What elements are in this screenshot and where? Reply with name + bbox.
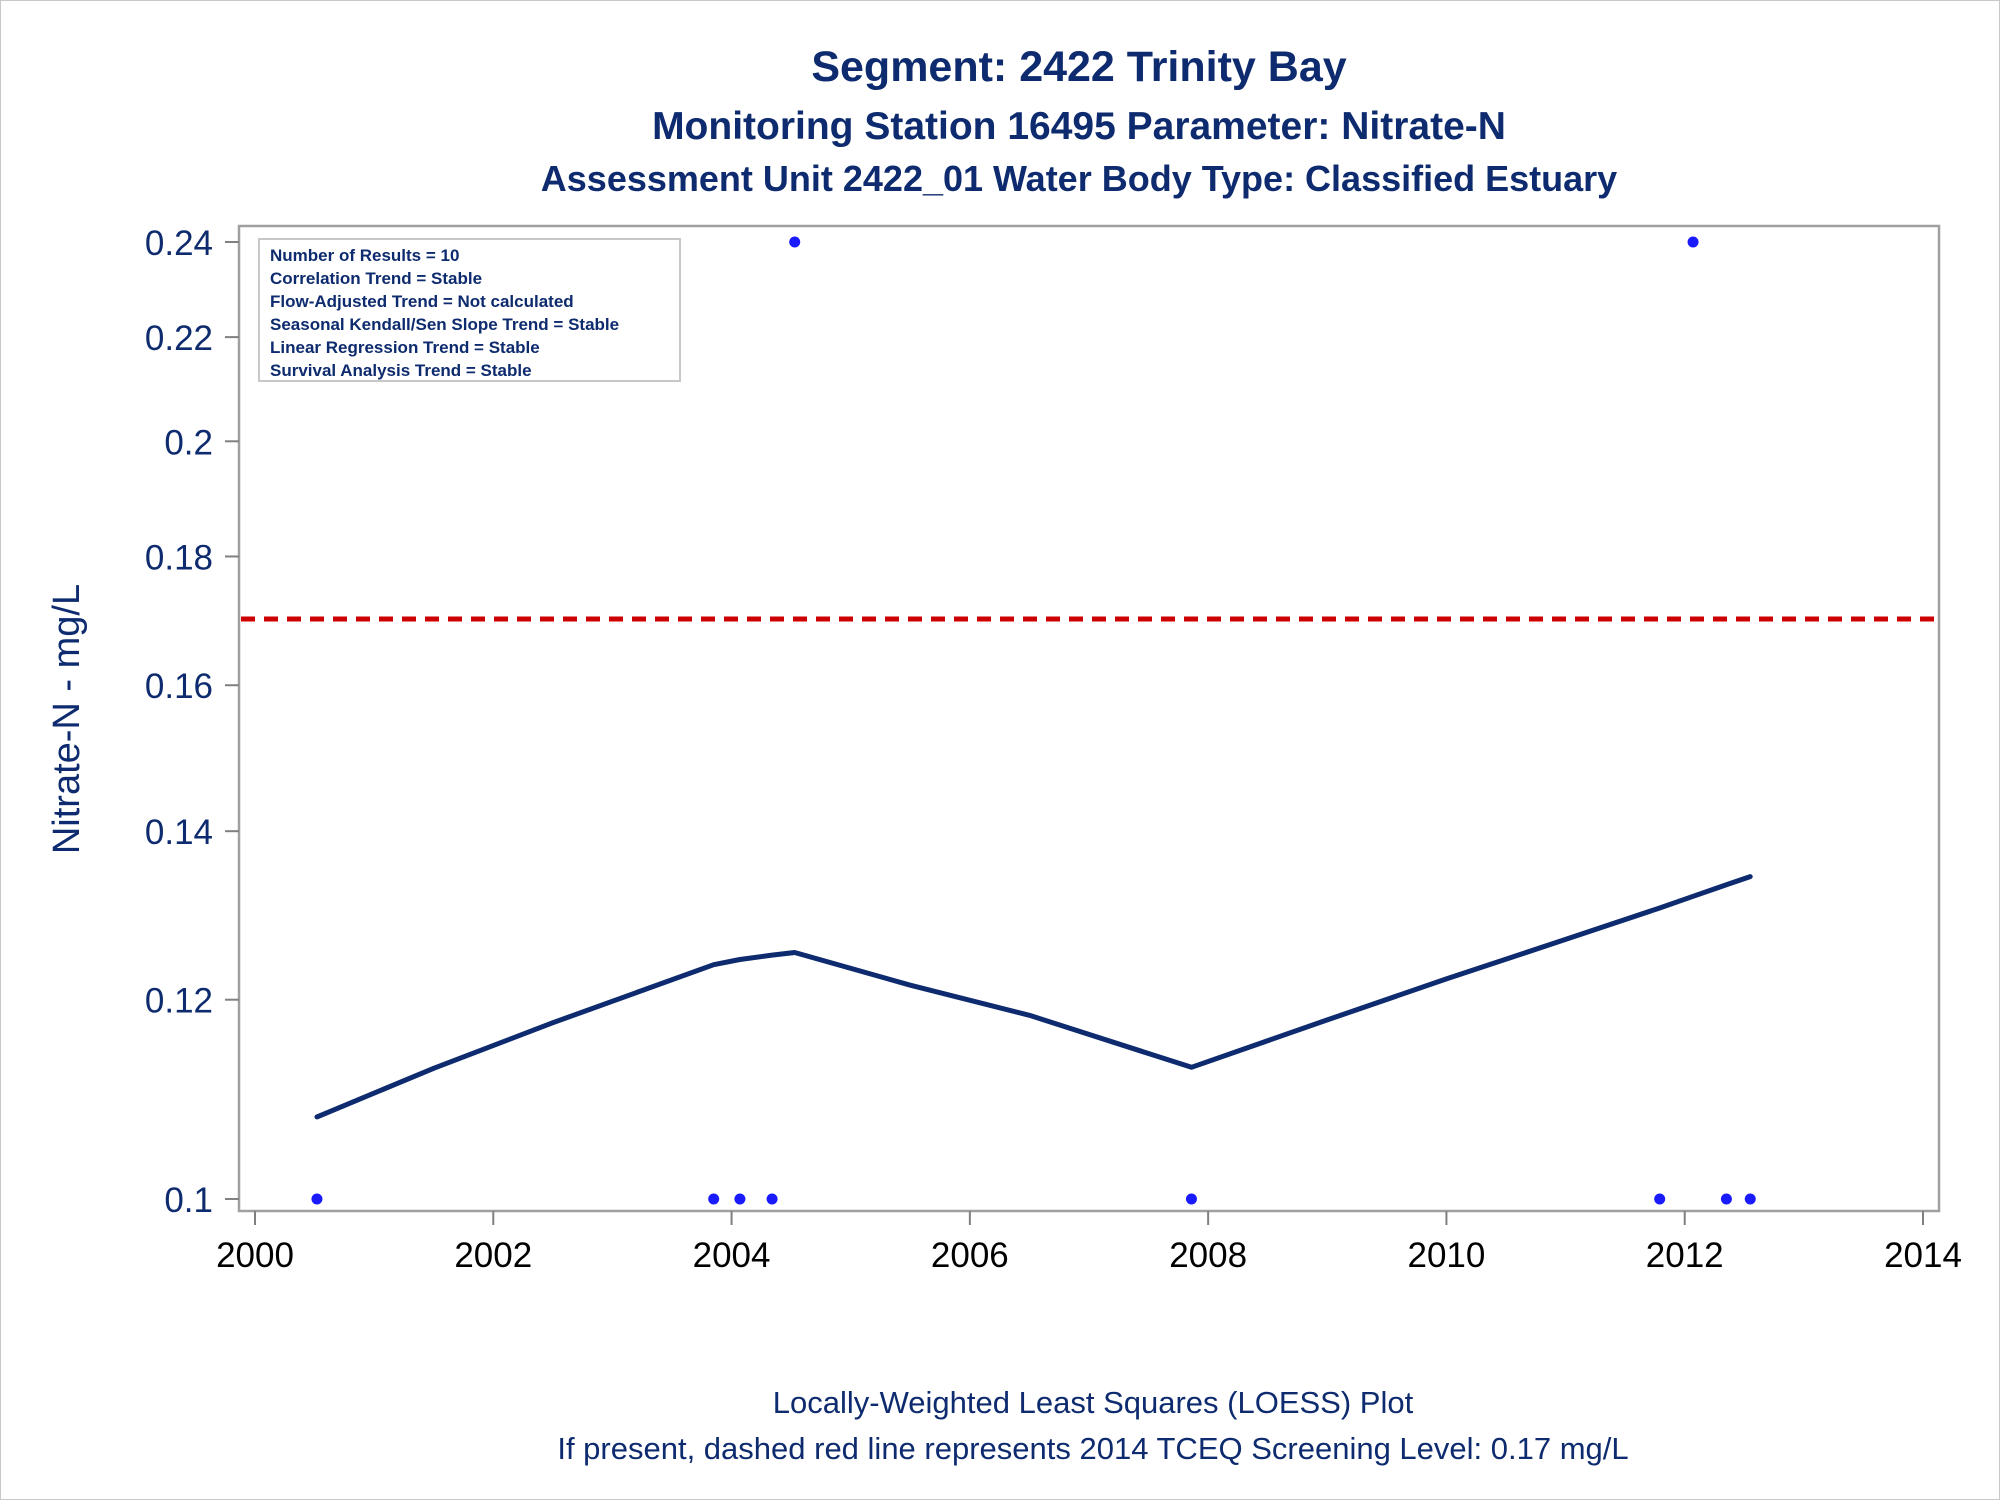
x-tick-label: 2014	[1884, 1236, 1962, 1275]
x-tick-label: 2008	[1169, 1236, 1247, 1275]
plot-area-frame	[237, 224, 1941, 1213]
data-point	[734, 1193, 746, 1205]
chart-subtitle-1: Monitoring Station 16495 Parameter: Nitr…	[652, 105, 1506, 148]
trend-summary-frame	[258, 238, 681, 382]
footnote-screening-level: If present, dashed red line represents 2…	[557, 1431, 1628, 1466]
x-tick-label: 2000	[216, 1236, 294, 1275]
loess-line	[314, 874, 1753, 1120]
data-point	[1744, 1193, 1756, 1205]
x-tick-label: 2002	[454, 1236, 532, 1275]
chart-title: Segment: 2422 Trinity Bay	[811, 43, 1346, 91]
x-tick-label: 2012	[1646, 1236, 1724, 1275]
trend-summary-box: Number of Results = 10 Correlation Trend…	[258, 238, 681, 382]
y-tick-label: 0.2	[164, 423, 213, 462]
trend-summary-line: Linear Regression Trend = Stable	[270, 338, 540, 357]
data-point	[766, 1193, 778, 1205]
y-tick-label: 0.22	[145, 319, 213, 358]
y-axis: 0.1 0.12 0.14 0.16 0.18 0.2 0.22 0.24	[145, 224, 239, 1220]
trend-summary-line: Flow-Adjusted Trend = Not calculated	[270, 292, 574, 311]
data-point	[1654, 1193, 1666, 1205]
trend-summary-line: Survival Analysis Trend = Stable	[270, 361, 532, 380]
x-tick-label: 2006	[931, 1236, 1009, 1275]
y-tick-label: 0.14	[145, 813, 213, 852]
data-point	[789, 236, 801, 248]
data-point	[1185, 1193, 1197, 1205]
x-axis: 2000 2002 2004 2006 2008 2010 2012 2014	[216, 1211, 1962, 1275]
data-points	[311, 236, 1756, 1205]
chart-subtitle-2: Assessment Unit 2422_01 Water Body Type:…	[541, 158, 1617, 199]
trend-summary-line: Correlation Trend = Stable	[270, 269, 482, 288]
x-tick-label: 2004	[693, 1236, 771, 1275]
trend-summary-line: Number of Results = 10	[270, 246, 459, 265]
y-tick-label: 0.24	[145, 224, 213, 263]
y-tick-label: 0.18	[145, 538, 213, 577]
y-tick-label: 0.16	[145, 667, 213, 706]
x-tick-label: 2010	[1407, 1236, 1485, 1275]
data-point	[311, 1193, 323, 1205]
data-point	[1687, 236, 1699, 248]
footnote-loess: Locally-Weighted Least Squares (LOESS) P…	[773, 1385, 1414, 1420]
y-tick-label: 0.12	[145, 982, 213, 1021]
data-point	[708, 1193, 720, 1205]
loess-curve	[314, 874, 1753, 1120]
y-tick-label: 0.1	[164, 1181, 213, 1220]
trend-summary-line: Seasonal Kendall/Sen Slope Trend = Stabl…	[270, 315, 619, 334]
y-axis-label: Nitrate-N - mg/L	[46, 584, 88, 854]
data-point	[1720, 1193, 1732, 1205]
